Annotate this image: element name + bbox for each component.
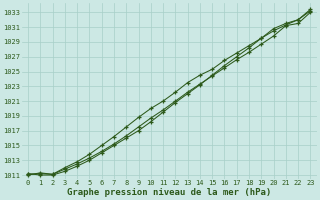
X-axis label: Graphe pression niveau de la mer (hPa): Graphe pression niveau de la mer (hPa)	[67, 188, 271, 197]
